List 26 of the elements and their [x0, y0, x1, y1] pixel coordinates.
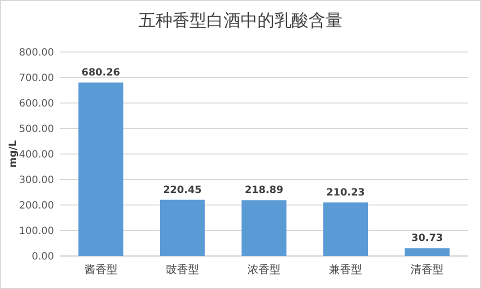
y-axis-title: mg/L	[8, 140, 19, 168]
data-label: 218.89	[244, 185, 284, 196]
y-tick-label: 300.00	[19, 175, 54, 186]
y-tick-label: 200.00	[19, 200, 54, 212]
y-tick-label: 100.00	[19, 226, 54, 237]
bar	[242, 200, 286, 256]
bar	[160, 200, 205, 256]
x-tick-label: 酱香型	[84, 263, 118, 276]
bar	[78, 82, 124, 256]
y-tick-label: 600.00	[19, 98, 54, 110]
y-tick-label: 0.00	[32, 252, 54, 262]
data-label: 680.26	[82, 68, 120, 79]
bar	[323, 202, 368, 256]
chart-title: 五种香型白酒中的乳酸含量	[138, 11, 342, 31]
x-tick-label: 兼香型	[329, 263, 362, 276]
bar	[404, 248, 450, 256]
x-tick-label: 浓香型	[248, 263, 280, 276]
y-tick-label: 400.00	[19, 150, 54, 160]
data-label: 220.45	[163, 184, 202, 196]
y-tick-label: 800.00	[19, 48, 54, 58]
x-tick-label: 豉香型	[166, 263, 199, 276]
x-tick-label: 清香型	[410, 263, 444, 276]
y-tick-label: 700.00	[19, 73, 54, 84]
y-tick-label: 500.00	[19, 124, 54, 135]
data-label: 210.23	[326, 187, 365, 198]
data-label: 30.73	[411, 233, 444, 244]
